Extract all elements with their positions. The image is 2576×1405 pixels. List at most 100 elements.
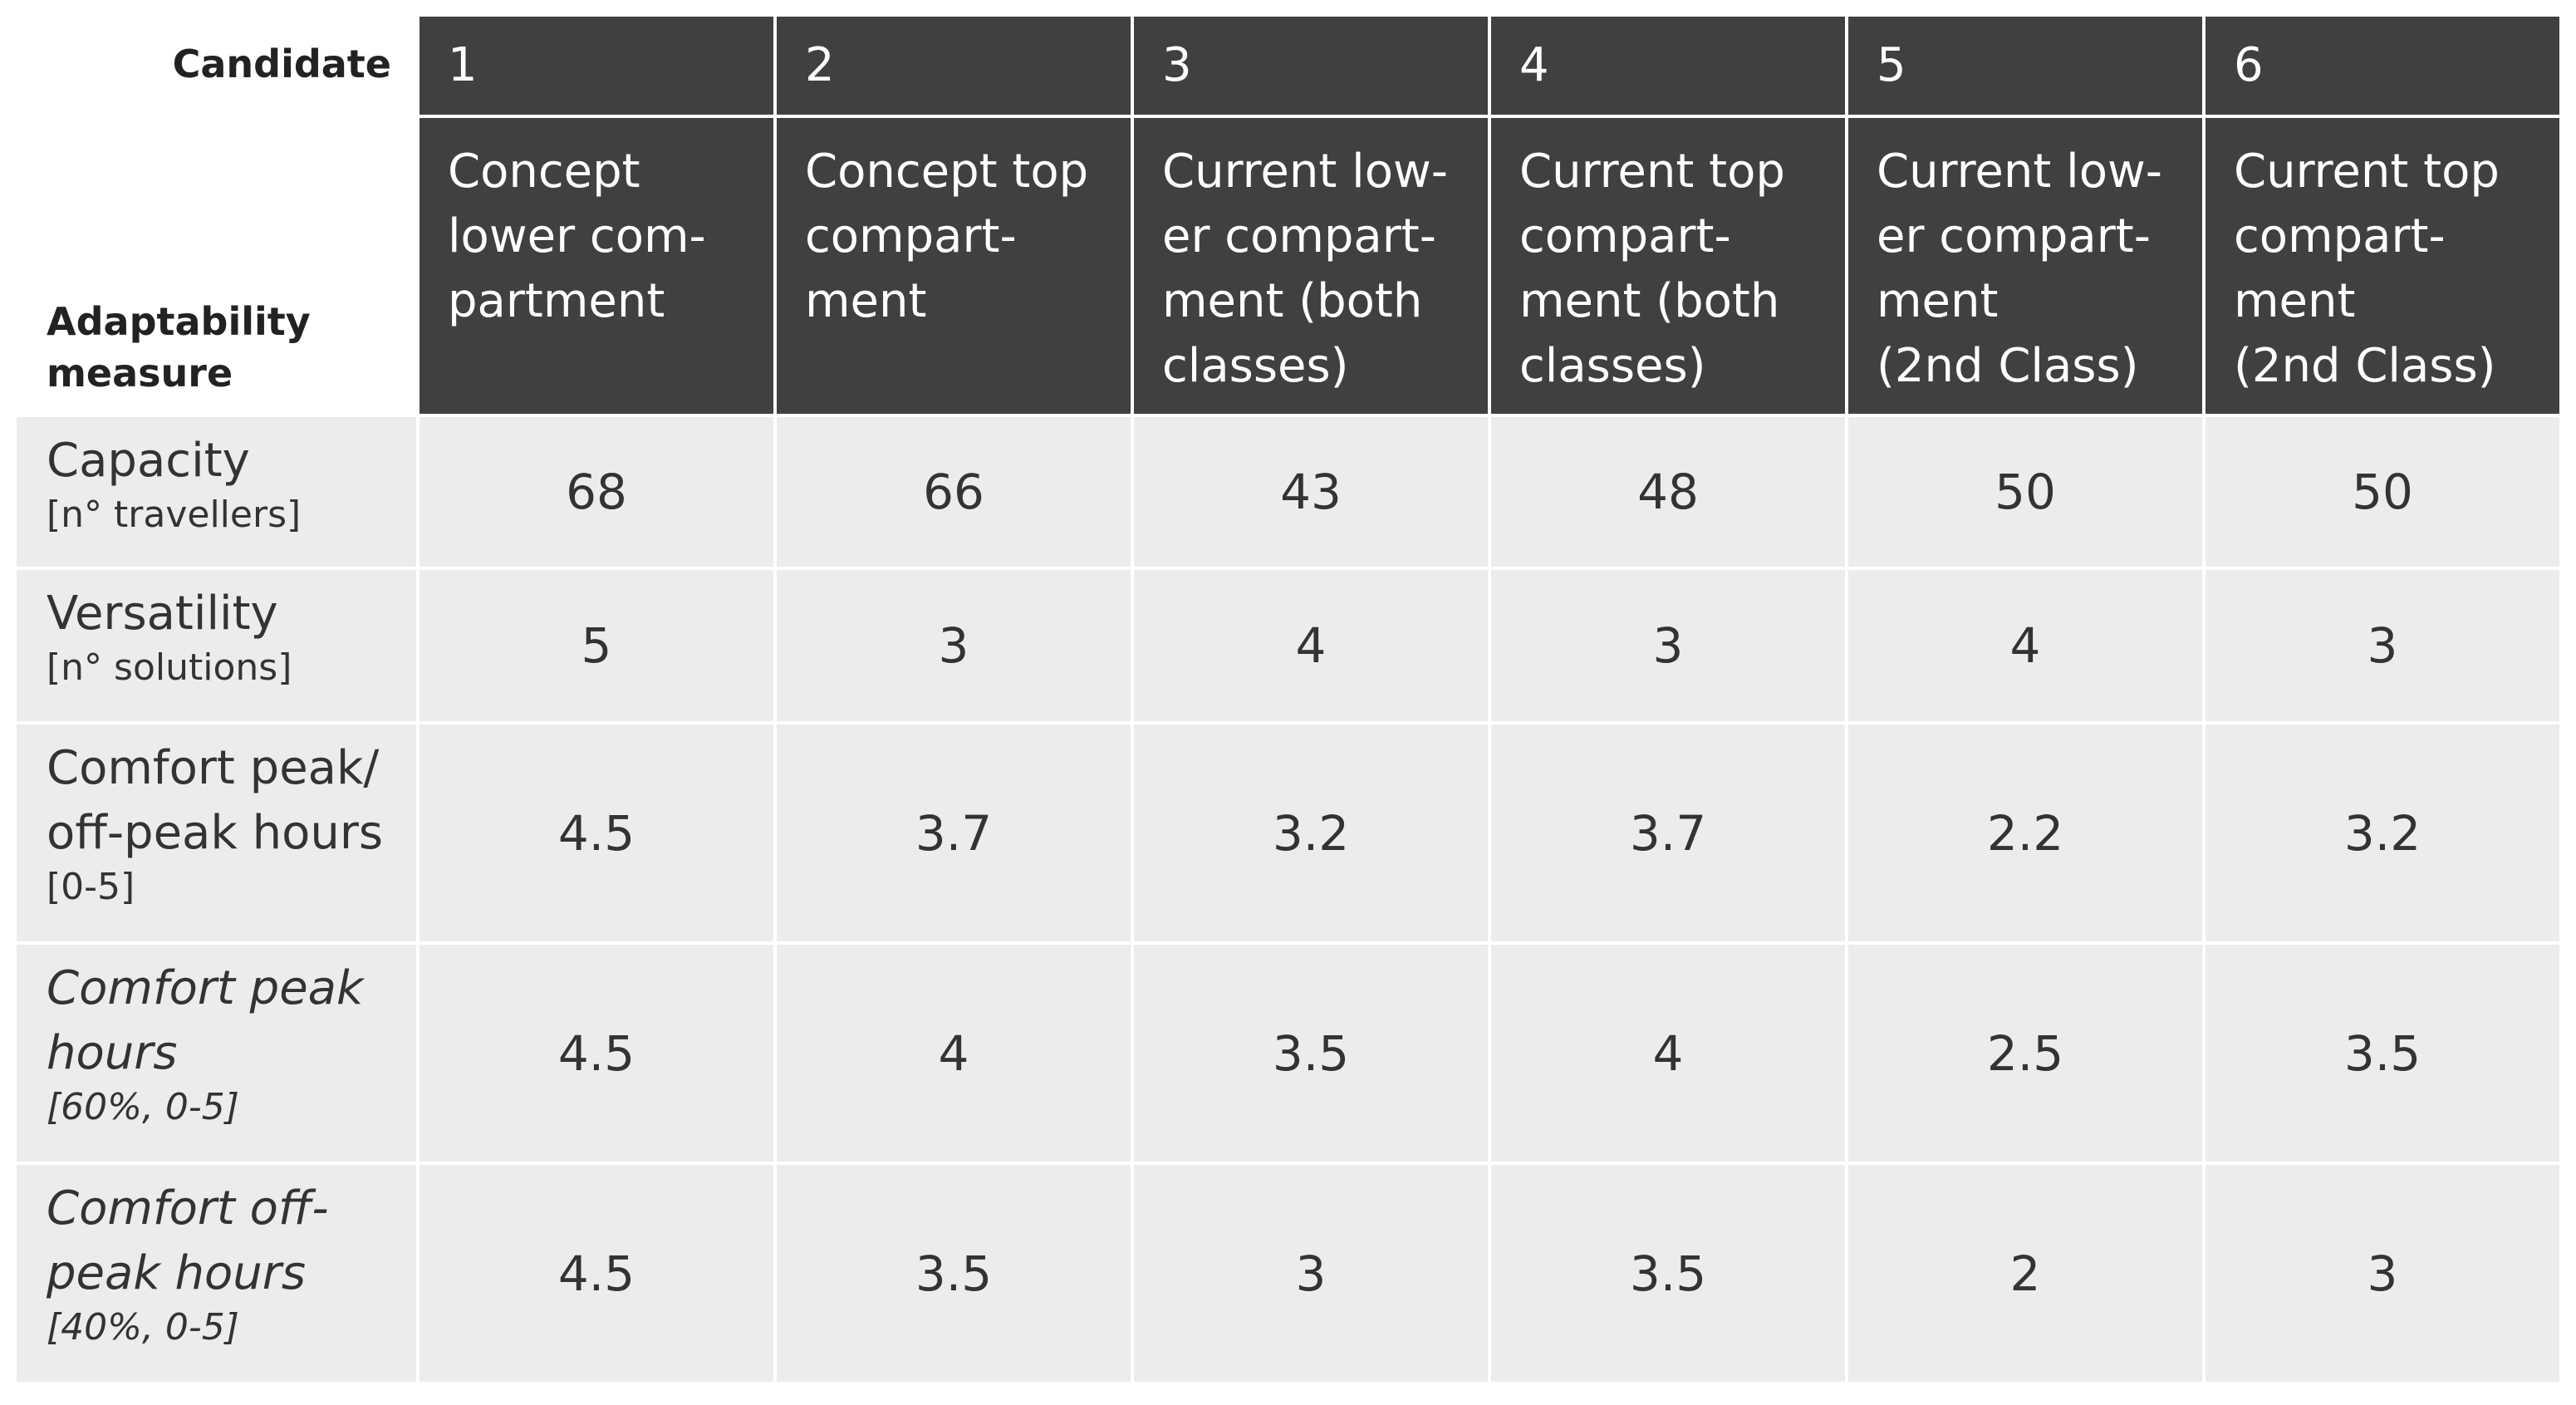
candidate-header: 2 bbox=[777, 17, 1131, 115]
description-line: er compart- bbox=[1162, 209, 1436, 263]
value: 3 bbox=[2367, 617, 2398, 674]
value-cell: 4.5 bbox=[420, 725, 773, 941]
description-line: ment bbox=[2234, 274, 2356, 328]
candidate-header: 6 bbox=[2206, 17, 2559, 115]
candidate-number: 3 bbox=[1162, 38, 1192, 92]
value: 2 bbox=[2009, 1245, 2041, 1302]
candidate-number: 6 bbox=[2234, 38, 2264, 92]
value-cell: 2 bbox=[1848, 1165, 2202, 1382]
row-label: Versatility [n° solutions] bbox=[17, 570, 416, 721]
description-line: lower com- bbox=[448, 209, 706, 263]
value: 4 bbox=[1652, 1024, 1684, 1082]
label-line: Versatility bbox=[47, 587, 278, 641]
value-cell: 4 bbox=[777, 945, 1131, 1162]
value-cell: 48 bbox=[1491, 417, 1845, 567]
row-unit: [n° solutions] bbox=[47, 646, 292, 689]
value-cell: 3 bbox=[2206, 570, 2559, 721]
value-cell: 3.7 bbox=[1491, 725, 1845, 941]
description-line: compart- bbox=[805, 209, 1017, 263]
value-cell: 3 bbox=[1134, 1165, 1488, 1382]
label-line: peak hours bbox=[47, 1246, 306, 1300]
value: 3.7 bbox=[915, 804, 993, 862]
value: 2.2 bbox=[1986, 804, 2064, 862]
value-cell: 5 bbox=[420, 570, 773, 721]
value: 68 bbox=[566, 464, 627, 520]
row-unit: [40%, 0-5] bbox=[47, 1306, 239, 1349]
value-cell: 3.5 bbox=[777, 1165, 1131, 1382]
value-cell: 2.5 bbox=[1848, 945, 2202, 1162]
value: 3.2 bbox=[1272, 804, 1350, 862]
candidate-header: 1 bbox=[420, 17, 773, 115]
value: 3.7 bbox=[1629, 804, 1707, 862]
description-line: Current top bbox=[1519, 145, 1785, 199]
value: 3.5 bbox=[915, 1245, 993, 1302]
description-line: Current low- bbox=[1877, 145, 2162, 199]
value: 4 bbox=[938, 1024, 969, 1082]
value: 48 bbox=[1637, 464, 1699, 520]
corner-top: Candidate bbox=[172, 42, 391, 86]
description-line: Current top bbox=[2234, 145, 2500, 199]
description-line: ment bbox=[805, 274, 927, 328]
value: 2.5 bbox=[1986, 1024, 2064, 1082]
description-line: compart- bbox=[2234, 209, 2446, 263]
label-line: Comfort off- bbox=[47, 1181, 329, 1236]
description-line: classes) bbox=[1519, 339, 1706, 393]
value-cell: 3.7 bbox=[777, 725, 1131, 941]
candidate-header: 5 bbox=[1848, 17, 2202, 115]
candidate-header: 3 bbox=[1134, 17, 1488, 115]
row-unit: [n° travellers] bbox=[47, 494, 302, 536]
description-line: ment (both bbox=[1519, 274, 1780, 328]
value-cell: 4.5 bbox=[420, 945, 773, 1162]
value: 3.5 bbox=[1629, 1245, 1707, 1302]
value: 3 bbox=[1652, 617, 1684, 674]
value-cell: 43 bbox=[1134, 417, 1488, 567]
value-cell: 4 bbox=[1848, 570, 2202, 721]
description-line: Concept bbox=[448, 145, 640, 199]
value-cell: 4 bbox=[1491, 945, 1845, 1162]
row-label: Capacity [n° travellers] bbox=[17, 417, 416, 567]
value: 50 bbox=[1995, 464, 2056, 520]
description-line: compart- bbox=[1519, 209, 1731, 263]
row-unit: [60%, 0-5] bbox=[47, 1086, 239, 1128]
description-line: Current low- bbox=[1162, 145, 1448, 199]
label-line: Comfort peak/ bbox=[47, 741, 380, 795]
candidate-number: 1 bbox=[448, 38, 478, 92]
value-cell: 50 bbox=[1848, 417, 2202, 567]
value-cell: 3.5 bbox=[2206, 945, 2559, 1162]
value-cell: 50 bbox=[2206, 417, 2559, 567]
value: 4 bbox=[1295, 617, 1327, 674]
value: 4 bbox=[2009, 617, 2041, 674]
value-cell: 3 bbox=[1491, 570, 1845, 721]
label-line: Comfort peak bbox=[47, 961, 364, 1015]
value: 66 bbox=[923, 464, 984, 520]
value: 3 bbox=[1295, 1245, 1327, 1302]
row-label: Comfort peak/off-peak hours [0-5] bbox=[17, 725, 416, 941]
corner-bottom-line: measure bbox=[47, 351, 233, 395]
corner-bottom: Adaptability measure bbox=[47, 296, 311, 399]
description-line: classes) bbox=[1162, 339, 1349, 393]
value-cell: 4 bbox=[1134, 570, 1488, 721]
value: 4.5 bbox=[557, 804, 635, 862]
description-line: er compart- bbox=[1877, 209, 2151, 263]
value: 3 bbox=[938, 617, 969, 674]
value-cell: 3.5 bbox=[1491, 1165, 1845, 1382]
value-cell: 3 bbox=[777, 570, 1131, 721]
value-cell: 3.5 bbox=[1134, 945, 1488, 1162]
description-line: ment (both bbox=[1162, 274, 1423, 328]
candidate-description: Concept lower com-partment bbox=[420, 118, 773, 414]
corner-bottom-line: Adaptability bbox=[47, 299, 311, 344]
value: 3.5 bbox=[1272, 1024, 1350, 1082]
row-unit: [0-5] bbox=[47, 866, 135, 908]
candidate-description: Current low-er compart-ment (both classes… bbox=[1134, 118, 1488, 414]
candidate-header: 4 bbox=[1491, 17, 1845, 115]
value: 50 bbox=[2352, 464, 2413, 520]
row-label: Comfort off-peak hours [40%, 0-5] bbox=[17, 1165, 416, 1382]
description-line: (2nd Class) bbox=[2234, 339, 2496, 393]
label-line: Capacity bbox=[47, 434, 250, 488]
value: 3.2 bbox=[2343, 804, 2421, 862]
candidate-number: 4 bbox=[1519, 38, 1549, 92]
label-line: hours bbox=[47, 1026, 178, 1080]
value-cell: 66 bbox=[777, 417, 1131, 567]
value-cell: 4.5 bbox=[420, 1165, 773, 1382]
